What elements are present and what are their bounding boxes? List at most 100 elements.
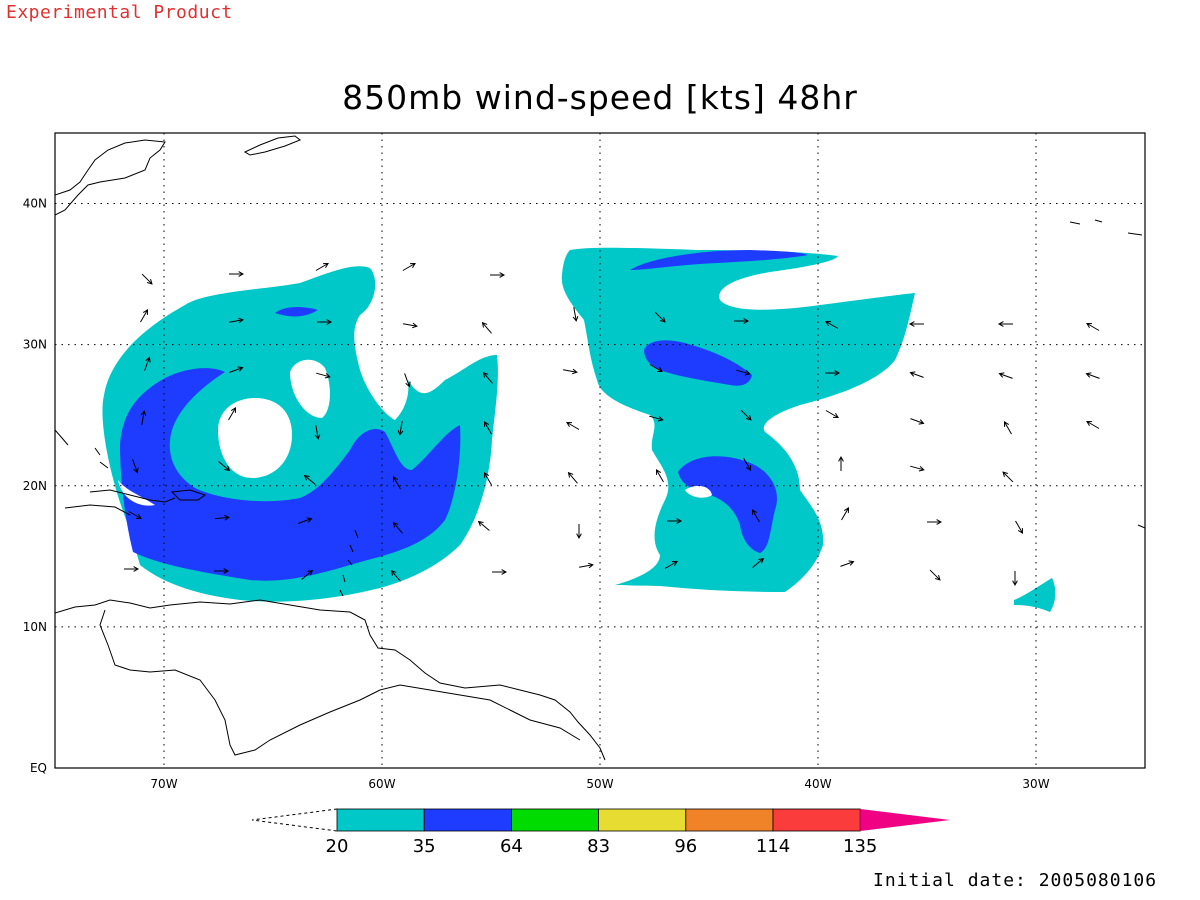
colorbar-label: 83 [587, 836, 610, 857]
wind-vector-arrow [1015, 520, 1024, 534]
wind-vector-arrow [740, 409, 752, 421]
wind-region-35-64-east-low [678, 456, 777, 553]
initial-date: Initial date: 2005080106 [873, 870, 1158, 891]
wind-vector-arrow [228, 407, 237, 421]
wind-region-35-64-east-top [630, 250, 808, 270]
wind-vector-arrow [927, 519, 943, 525]
wind-vector-arrow [128, 511, 142, 520]
coast-hispaniola [64, 504, 131, 516]
wind-vector-arrow [743, 457, 752, 471]
colorbar-segment [336, 808, 425, 832]
wind-vector-arrow [752, 557, 765, 568]
clear-gap-west [118, 480, 155, 506]
map-title: 850mb wind-speed [kts] 48hr [342, 78, 858, 117]
coast-bahamas [94, 447, 109, 469]
wind-vector-arrow [649, 364, 663, 373]
colorbar-segment [423, 808, 512, 832]
colorbar-label: 96 [674, 836, 697, 857]
wind-vector-arrow [403, 322, 418, 329]
wind-region-35-64-small [275, 306, 318, 317]
wind-vectors [124, 262, 1100, 587]
wind-vector-arrow [579, 562, 594, 569]
wind-vector-arrow [141, 273, 153, 285]
colorbar-segment [510, 808, 599, 832]
lon-tick-label: 30W [1022, 777, 1049, 791]
lat-tick-label: 40N [23, 197, 47, 211]
wind-vector-arrow [1002, 471, 1014, 483]
colorbar-segment [685, 808, 774, 832]
wind-vector-arrow [314, 425, 321, 440]
wind-vector-arrow [1003, 421, 1012, 435]
lon-tick-label: 40W [804, 777, 831, 791]
wind-vector-arrow [929, 569, 941, 581]
colorbar-under-triangle [251, 808, 338, 832]
wind-vector-arrow [1085, 372, 1100, 379]
wind-vector-arrow [490, 272, 506, 278]
coast-south-america [55, 599, 606, 761]
coastlines [55, 135, 1145, 761]
wind-vector-arrow [124, 566, 140, 572]
wind-vector-arrow [392, 476, 401, 490]
colorbar-label: 20 [326, 836, 349, 857]
coast-north-america [55, 139, 166, 216]
wind-vector-arrow [397, 421, 404, 436]
wind-vector-arrow [132, 459, 139, 474]
wind-vector-arrow [214, 514, 231, 521]
coast-azores [1069, 219, 1143, 236]
wind-vector-arrow [655, 469, 664, 483]
wind-vector-arrow [825, 320, 839, 329]
wind-vector-arrow [838, 455, 844, 471]
wind-vector-arrow [483, 472, 492, 486]
colorbar-segment [772, 808, 861, 832]
colorbar-segment [598, 808, 687, 832]
wind-vector-arrow [481, 321, 492, 334]
colorbar: 20 35 64 83 96 114 135 [251, 808, 950, 857]
wind-vector-arrow [572, 307, 579, 322]
coast-nova-scotia [243, 135, 301, 156]
wind-region-35-64-east-mid [644, 340, 752, 386]
wind-vector-arrow [576, 524, 582, 540]
colorbar-label: 135 [843, 836, 877, 857]
wind-vector-arrow [144, 356, 151, 371]
wind-vector-arrow [140, 309, 149, 323]
lon-tick-label: 50W [586, 777, 613, 791]
wind-vector-arrow [214, 568, 230, 574]
wind-vector-arrow [402, 262, 416, 271]
wind-speed-shading [102, 247, 1056, 612]
wind-vector-arrow [392, 521, 403, 534]
wind-vector-arrow [563, 368, 578, 375]
lon-tick-label: 60W [368, 777, 395, 791]
lat-tick-label: 20N [23, 479, 47, 493]
lat-tick-label: EQ [30, 761, 47, 775]
wind-vector-arrow [998, 372, 1013, 379]
colorbar-over-triangle [860, 809, 950, 831]
wind-vector-arrow [649, 415, 664, 422]
lon-tick-label: 70W [150, 777, 177, 791]
wind-vector-arrow [736, 369, 751, 376]
wind-vector-arrow [825, 370, 841, 376]
coast-cape-verde [1137, 524, 1145, 529]
wind-vector-arrow [908, 321, 924, 327]
colorbar-label: 114 [756, 836, 790, 857]
wind-vector-arrow [910, 465, 925, 472]
wind-vector-arrow [315, 262, 329, 271]
wind-vector-arrow [483, 421, 492, 435]
lat-tick-label: 10N [23, 620, 47, 634]
wind-vector-arrow [997, 321, 1013, 327]
wind-vector-arrow [390, 569, 401, 582]
coast-south-america-interior [99, 609, 581, 756]
wind-vector-arrow [482, 371, 493, 384]
wind-vector-arrow [301, 569, 314, 580]
wind-vector-arrow [664, 560, 678, 569]
wind-vector-arrow [1086, 322, 1100, 331]
wind-vector-arrow [218, 461, 231, 472]
wind-vector-arrow [841, 507, 850, 521]
wind-vector-arrow [317, 319, 333, 325]
clear-gap-east [685, 485, 712, 498]
wind-vector-arrow [140, 410, 147, 425]
coast-cuba [89, 489, 176, 503]
wind-region-20-35-patch [1014, 578, 1056, 612]
wind-vector-arrow [734, 318, 750, 324]
wind-vector-arrow [229, 366, 244, 373]
